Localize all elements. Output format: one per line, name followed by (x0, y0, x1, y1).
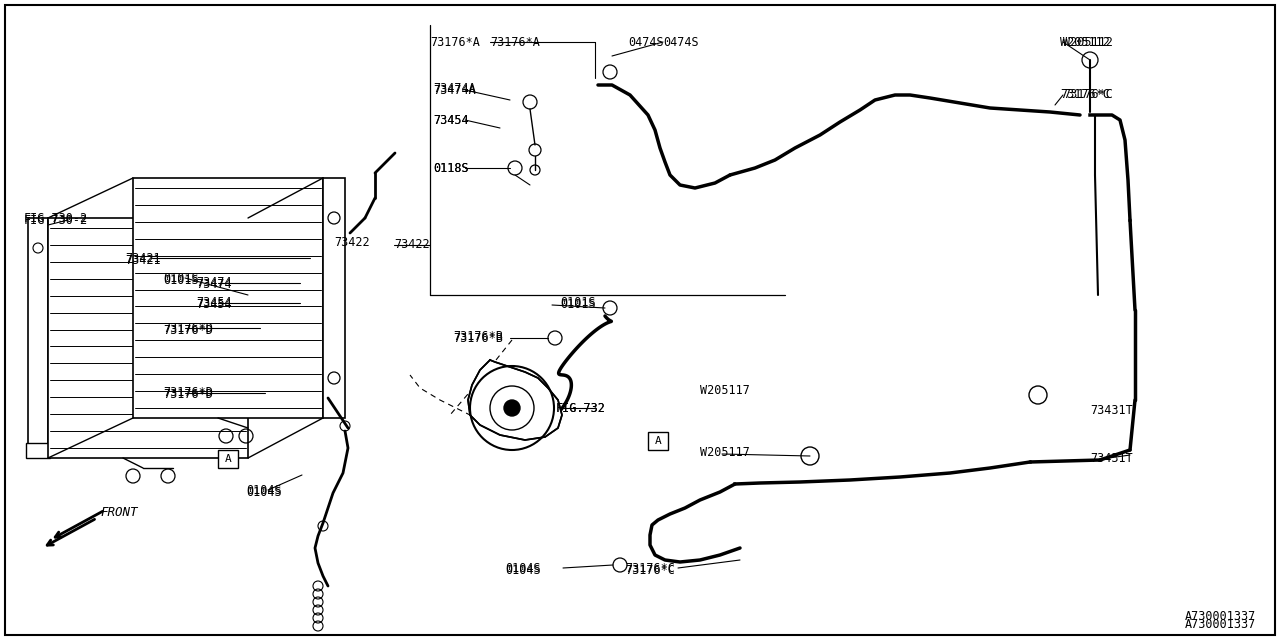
Text: 73422: 73422 (394, 239, 430, 252)
Bar (323, 178, 346, 418)
Text: 73474: 73474 (196, 278, 232, 291)
Text: 73422: 73422 (334, 237, 370, 250)
Bar (133, 178, 323, 418)
Text: 73454: 73454 (196, 298, 232, 312)
Text: 0104S: 0104S (506, 563, 540, 577)
Text: 0118S: 0118S (433, 161, 468, 175)
Text: W205117: W205117 (700, 383, 750, 397)
Text: 73176*C: 73176*C (1062, 88, 1112, 102)
Text: A: A (654, 436, 662, 446)
Text: 73176*C: 73176*C (1060, 88, 1110, 102)
Text: A730001337: A730001337 (1185, 609, 1256, 623)
Bar (26, 443, 50, 458)
Text: 0101S: 0101S (561, 296, 595, 310)
Text: 0118S: 0118S (433, 161, 468, 175)
Text: FRONT: FRONT (100, 506, 137, 518)
Text: A730001337: A730001337 (1185, 618, 1256, 630)
Text: 0104S: 0104S (506, 561, 540, 575)
Text: 0104S: 0104S (246, 483, 282, 497)
Text: 73176*B: 73176*B (453, 330, 503, 342)
Text: 73176*D: 73176*D (163, 321, 212, 335)
Text: 73176*D: 73176*D (163, 387, 212, 399)
Text: 73431T: 73431T (1091, 451, 1133, 465)
Text: FIG.730-2: FIG.730-2 (24, 211, 88, 225)
Text: 73474: 73474 (196, 276, 232, 289)
Bar (648, 432, 668, 450)
Text: 73176*A: 73176*A (430, 35, 480, 49)
Text: 73176*D: 73176*D (163, 323, 212, 337)
Text: 0104S: 0104S (246, 486, 282, 499)
Text: 73474A: 73474A (433, 83, 476, 97)
Text: 0101S: 0101S (163, 271, 198, 285)
Text: FIG.732: FIG.732 (556, 401, 605, 415)
Text: 73474A: 73474A (433, 81, 476, 95)
Text: 0474S: 0474S (628, 35, 663, 49)
Text: 73176*C: 73176*C (625, 561, 675, 575)
Text: W205112: W205112 (1062, 35, 1112, 49)
Text: W205117: W205117 (700, 447, 750, 460)
Bar (218, 450, 238, 468)
Text: 73176*C: 73176*C (625, 563, 675, 577)
Text: 0101S: 0101S (163, 273, 198, 287)
Text: 73176*D: 73176*D (163, 388, 212, 401)
Text: 73454: 73454 (196, 296, 232, 310)
Text: A: A (224, 454, 232, 464)
Text: 0101S: 0101S (561, 298, 595, 312)
Text: 73176*A: 73176*A (490, 35, 540, 49)
Bar (49, 218, 248, 458)
Polygon shape (468, 360, 562, 440)
Text: 73421: 73421 (125, 252, 160, 264)
Circle shape (504, 400, 520, 416)
Text: FIG.732: FIG.732 (556, 401, 605, 415)
Text: FIG.730-2: FIG.730-2 (24, 214, 88, 227)
Text: 0474S: 0474S (663, 35, 699, 49)
Bar (28, 218, 49, 458)
Text: W205112: W205112 (1060, 35, 1110, 49)
Text: 73421: 73421 (125, 253, 160, 266)
Text: 73431T: 73431T (1091, 403, 1133, 417)
Text: 73454: 73454 (433, 113, 468, 127)
Text: 73176*B: 73176*B (453, 332, 503, 344)
Text: 73454: 73454 (433, 113, 468, 127)
